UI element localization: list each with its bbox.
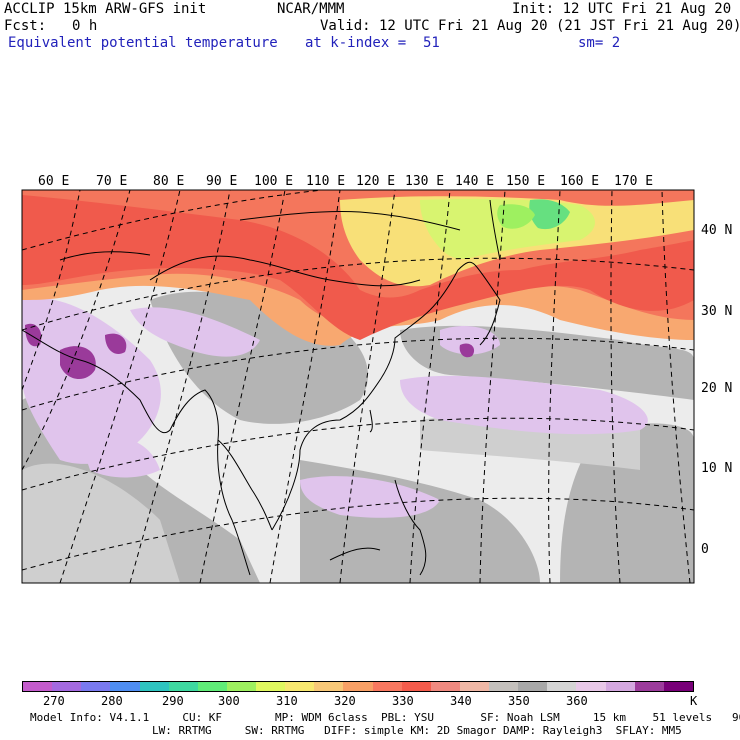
forecast-label: Fcst: bbox=[4, 18, 47, 34]
longitude-labels: 60 E 70 E 80 E 90 E 100 E 110 E 120 E 13… bbox=[38, 174, 653, 189]
lon-label: 160 E bbox=[560, 174, 599, 189]
colorbar-label: 330 bbox=[392, 694, 414, 708]
colorbar-label: 350 bbox=[508, 694, 530, 708]
smoothing-label: sm= 2 bbox=[578, 35, 621, 51]
color-bar-segment bbox=[226, 682, 256, 691]
lon-label: 140 E bbox=[455, 174, 494, 189]
color-bar-segment bbox=[663, 682, 693, 691]
colorbar-label: 270 bbox=[43, 694, 65, 708]
lon-label: 70 E bbox=[96, 174, 127, 189]
lon-label: 120 E bbox=[356, 174, 395, 189]
lon-label: 60 E bbox=[38, 174, 69, 189]
color-bar-segment bbox=[576, 682, 606, 691]
color-bar-segment bbox=[372, 682, 402, 691]
lon-label: 150 E bbox=[506, 174, 545, 189]
field-name: Equivalent potential temperature bbox=[8, 35, 278, 51]
color-bar-segment bbox=[430, 682, 460, 691]
lat-label: 10 N bbox=[701, 461, 732, 476]
map-frame bbox=[21, 189, 695, 584]
org-label: NCAR/MMM bbox=[277, 1, 345, 17]
init-time: Init: 12 UTC Fri 21 Aug 20 bbox=[512, 1, 732, 17]
color-bar-segment bbox=[314, 682, 344, 691]
forecast-hour: 0 h bbox=[72, 18, 98, 34]
colorbar-label: 280 bbox=[101, 694, 123, 708]
lon-label: 100 E bbox=[254, 174, 293, 189]
valid-time: Valid: 12 UTC Fri 21 Aug 20 (21 JST Fri … bbox=[320, 18, 740, 34]
color-bar-segment bbox=[110, 682, 140, 691]
lon-label: 130 E bbox=[405, 174, 444, 189]
color-bar-segment bbox=[256, 682, 286, 691]
lat-label: 0 bbox=[701, 542, 709, 557]
color-bar-segment bbox=[518, 682, 548, 691]
k-index-label: at k-index = 51 bbox=[305, 35, 440, 51]
colorbar-label: 360 bbox=[566, 694, 588, 708]
model-info-line1: Model Info: V4.1.1 CU: KF MP: WDM 6class… bbox=[30, 711, 740, 724]
colorbar-label: 320 bbox=[334, 694, 356, 708]
colorbar-unit: K bbox=[690, 694, 698, 708]
color-bar-segment bbox=[23, 682, 53, 691]
model-title: ACCLIP 15km ARW-GFS init bbox=[4, 1, 207, 17]
color-bar-segment bbox=[81, 682, 111, 691]
lon-label: 90 E bbox=[206, 174, 237, 189]
lon-label: 80 E bbox=[153, 174, 184, 189]
colorbar-label: 300 bbox=[218, 694, 240, 708]
colorbar-label: 290 bbox=[162, 694, 184, 708]
lat-label: 30 N bbox=[701, 304, 732, 319]
coastlines bbox=[22, 199, 501, 576]
color-bar-segment bbox=[634, 682, 664, 691]
colorbar-label: 340 bbox=[450, 694, 472, 708]
equivalent-potential-temperature-map: 60 E 70 E 80 E 90 E 100 E 110 E 120 E 13… bbox=[21, 174, 732, 584]
latitude-labels: 40 N 30 N 20 N 10 N 0 bbox=[701, 223, 732, 557]
lat-label: 40 N bbox=[701, 223, 732, 238]
color-bar-segment bbox=[547, 682, 577, 691]
color-bar-segment bbox=[605, 682, 635, 691]
color-bar bbox=[22, 681, 694, 692]
yellow-green-field-shading bbox=[340, 196, 694, 287]
color-bar-segment bbox=[285, 682, 315, 691]
color-bar-segment bbox=[197, 682, 227, 691]
color-bar-segment bbox=[139, 682, 169, 691]
lon-label: 110 E bbox=[306, 174, 345, 189]
colorbar-label: 310 bbox=[276, 694, 298, 708]
color-bar-segment bbox=[489, 682, 519, 691]
lat-label: 20 N bbox=[701, 381, 732, 396]
color-bar-segment bbox=[343, 682, 373, 691]
color-bar-segment bbox=[52, 682, 82, 691]
lon-label: 170 E bbox=[614, 174, 653, 189]
color-bar-segment bbox=[401, 682, 431, 691]
color-bar-segment bbox=[168, 682, 198, 691]
color-bar-segment bbox=[459, 682, 489, 691]
model-info-line2: LW: RRTMG SW: RRTMG DIFF: simple KM: 2D … bbox=[152, 724, 682, 737]
